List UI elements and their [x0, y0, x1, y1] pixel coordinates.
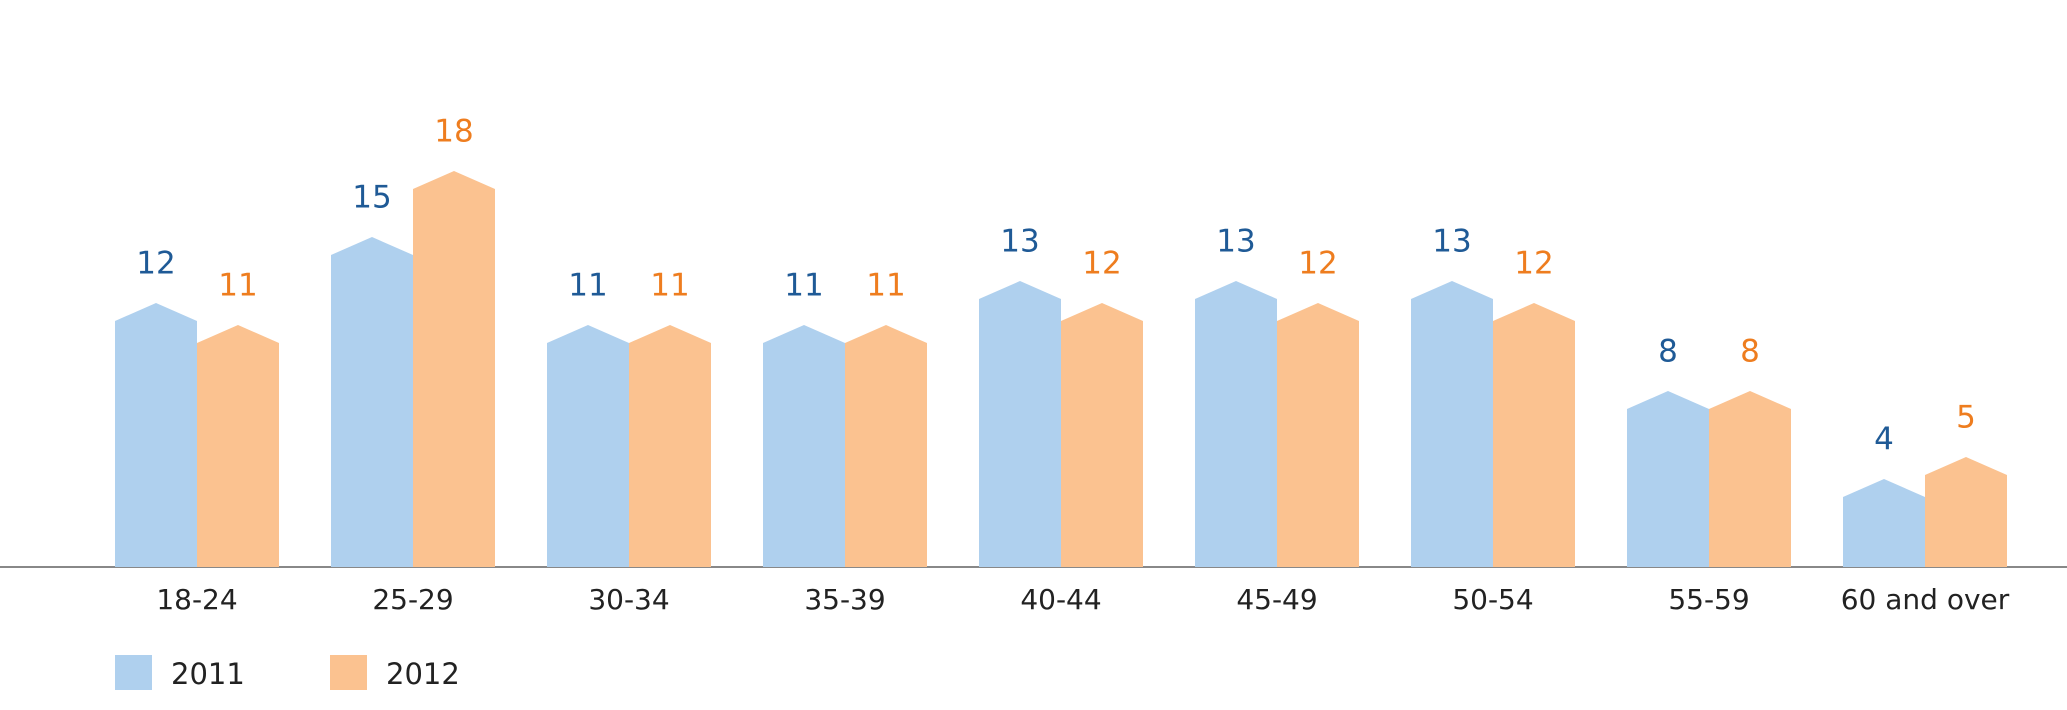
x-tick-label: 60 and over [1841, 583, 2010, 616]
value-label: 11 [650, 268, 689, 304]
bar [1493, 303, 1575, 567]
bar [979, 281, 1061, 567]
value-label: 15 [352, 180, 391, 216]
bar [763, 325, 845, 567]
x-tick-label: 45-49 [1236, 583, 1317, 616]
value-label: 12 [1514, 246, 1553, 282]
bar [1925, 457, 2007, 567]
legend-swatch [115, 655, 152, 690]
x-tick-label: 40-44 [1020, 583, 1101, 616]
bar [547, 325, 629, 567]
bar [1627, 391, 1709, 567]
bar [1277, 303, 1359, 567]
value-label: 8 [1740, 334, 1760, 370]
bar [1843, 479, 1925, 567]
bar [629, 325, 711, 567]
bar [845, 325, 927, 567]
x-tick-label: 18-24 [156, 583, 237, 616]
x-tick-label: 50-54 [1452, 583, 1533, 616]
value-label: 11 [866, 268, 905, 304]
value-label: 5 [1956, 400, 1976, 436]
bar [197, 325, 279, 567]
value-label: 8 [1658, 334, 1678, 370]
value-label: 11 [784, 268, 823, 304]
x-tick-label: 55-59 [1668, 583, 1749, 616]
x-tick-label: 25-29 [372, 583, 453, 616]
bar [331, 237, 413, 567]
legend-swatch [330, 655, 367, 690]
bar [413, 171, 495, 567]
value-label: 11 [218, 268, 257, 304]
x-tick-label: 35-39 [804, 583, 885, 616]
value-label: 13 [1216, 224, 1255, 260]
bar [115, 303, 197, 567]
legend-label: 2012 [386, 657, 460, 691]
bar [1709, 391, 1791, 567]
value-label: 18 [434, 114, 473, 150]
bar [1061, 303, 1143, 567]
value-label: 12 [136, 246, 175, 282]
value-label: 12 [1298, 246, 1337, 282]
value-label: 13 [1432, 224, 1471, 260]
value-label: 11 [568, 268, 607, 304]
legend-label: 2011 [171, 657, 245, 691]
value-label: 13 [1000, 224, 1039, 260]
value-label: 12 [1082, 246, 1121, 282]
bar [1411, 281, 1493, 567]
x-tick-label: 30-34 [588, 583, 669, 616]
bar [1195, 281, 1277, 567]
value-label: 4 [1874, 422, 1894, 458]
